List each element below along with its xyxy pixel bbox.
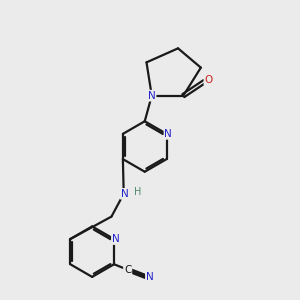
Text: N: N [148,91,156,101]
Text: O: O [204,75,213,85]
Text: N: N [112,234,120,244]
Text: C: C [124,265,131,275]
Text: N: N [164,129,172,139]
Text: H: H [134,187,141,197]
Text: N: N [146,272,154,281]
Text: N: N [121,189,129,199]
